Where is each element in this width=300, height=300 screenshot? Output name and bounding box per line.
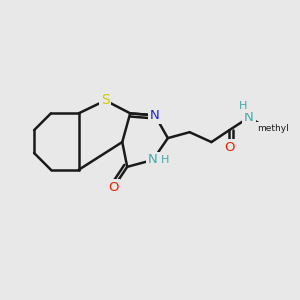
Text: O: O — [108, 181, 119, 194]
Text: N: N — [150, 109, 160, 122]
Text: N: N — [148, 153, 158, 167]
Text: N: N — [244, 111, 254, 124]
Text: S: S — [101, 94, 110, 107]
Text: H: H — [239, 101, 247, 111]
Text: O: O — [224, 140, 235, 154]
Text: H: H — [161, 155, 169, 165]
Text: methyl: methyl — [257, 124, 289, 133]
